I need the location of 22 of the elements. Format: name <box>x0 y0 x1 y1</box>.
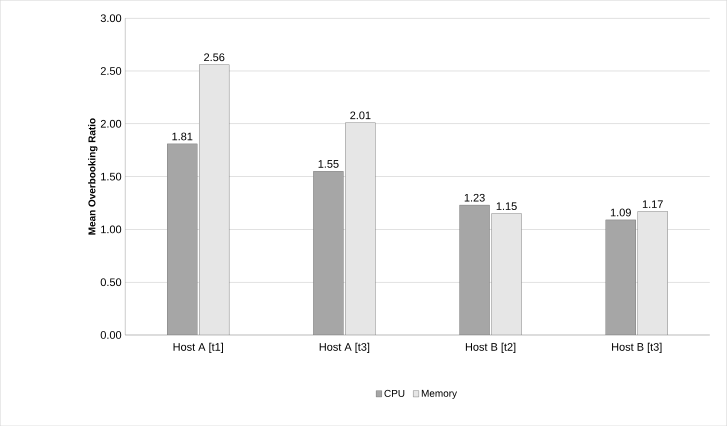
y-tick-label: 0.50 <box>100 278 122 286</box>
legend-label: CPU <box>384 390 404 397</box>
y-tick-label: 1.00 <box>101 225 122 234</box>
y-tick-label: 0.00 <box>100 331 122 339</box>
data-label: 1.23 <box>464 194 485 202</box>
y-tick-label: 1.50 <box>101 172 122 180</box>
legend-label: Memory <box>422 390 457 399</box>
data-label: 1.55 <box>318 160 339 168</box>
y-tick-label: 3.00 <box>100 14 122 22</box>
x-tick-label: Host A [t1] <box>174 342 223 353</box>
data-label: 1.09 <box>610 208 631 216</box>
y-tick-label: 2.00 <box>100 120 122 128</box>
y-axis-title: Mean Overbooking Ratio <box>88 118 98 234</box>
x-tick-label: Host B [t2] <box>466 342 516 353</box>
data-label: 1.15 <box>496 202 517 210</box>
data-label: 2.56 <box>204 53 224 62</box>
x-tick-label: Host A [t3] <box>320 342 370 353</box>
x-tick-label: Host B [t3] <box>612 342 662 353</box>
data-label: 1.81 <box>172 132 192 140</box>
data-label: 1.17 <box>642 200 663 208</box>
data-label: 2.01 <box>350 111 370 120</box>
y-tick-label: 2.50 <box>100 67 122 75</box>
